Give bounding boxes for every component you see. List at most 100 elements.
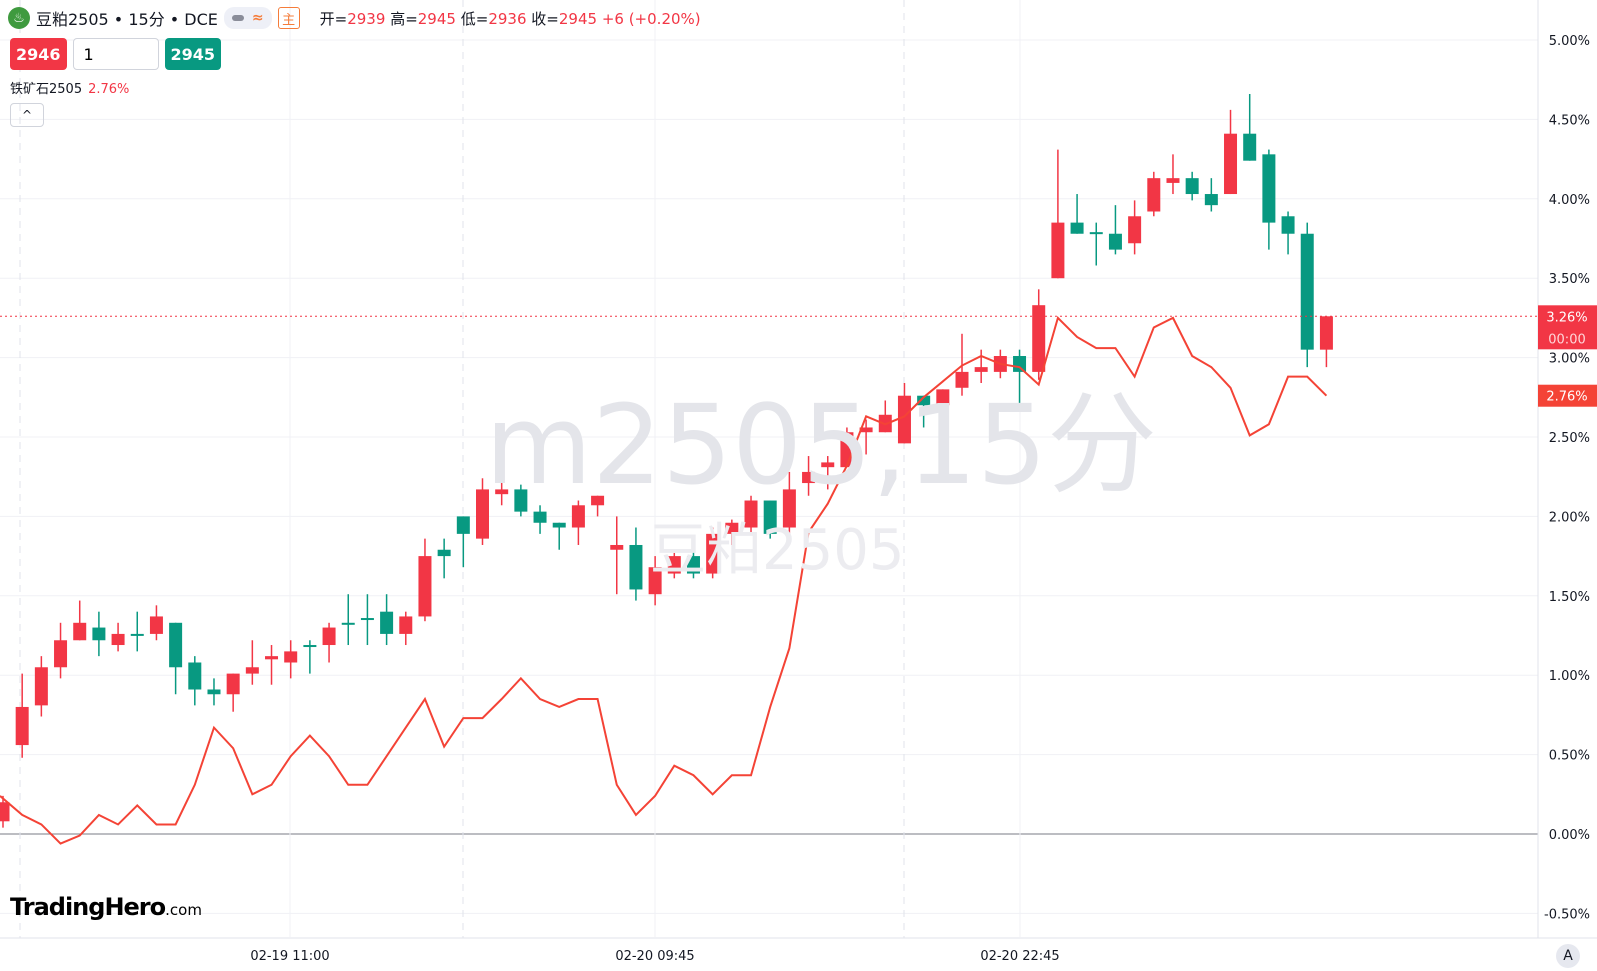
- candle-body: [1243, 133, 1257, 161]
- candle-down: [1185, 171, 1199, 201]
- time-gridlines: [19, 0, 1021, 938]
- collapse-legend-button[interactable]: ^: [10, 103, 44, 127]
- candle-up: [34, 656, 48, 717]
- last-price-badge: [1538, 305, 1597, 350]
- candle-body: [1070, 222, 1084, 234]
- candle-body: [782, 489, 796, 528]
- candle-body: [92, 627, 106, 641]
- symbol-title[interactable]: 豆粕2505 • 15分 • DCE: [36, 10, 218, 29]
- y-axis: 5.00% 4.50% 4.00% 3.50% 3.00% 2.50% 2.00% 1.50%…: [1544, 34, 1590, 922]
- candle-down: [1013, 349, 1027, 406]
- candle-down: [1243, 93, 1257, 161]
- candle-body: [0, 802, 10, 822]
- candle-up: [648, 556, 662, 606]
- minus-icon: [231, 15, 244, 21]
- candle-up: [284, 640, 298, 679]
- candle-body: [380, 611, 394, 634]
- candle-body: [1013, 356, 1027, 372]
- wave-icon: ≈: [251, 10, 264, 26]
- candle-up: [15, 673, 29, 758]
- y-tick-label: 4.00%: [1549, 193, 1590, 208]
- candle-body: [34, 667, 48, 706]
- y-tick-label: 3.00%: [1549, 352, 1590, 367]
- buy-button[interactable]: 2945: [164, 38, 222, 70]
- low-value: 2936: [488, 9, 527, 28]
- candle-body: [514, 489, 528, 512]
- compare-line: [0, 315, 1328, 845]
- candle-down: [169, 622, 183, 695]
- candle-up: [744, 495, 758, 534]
- candle-body: [821, 462, 835, 468]
- candle-body: [1281, 216, 1295, 234]
- candle-down: [1108, 205, 1122, 255]
- candle-body: [974, 367, 988, 372]
- chart-header: ♨ 豆粕2505 • 15分 • DCE ≈ 主 开=2939 高=2945 低…: [8, 6, 701, 30]
- change-value: +6 (+0.20%): [601, 9, 701, 28]
- candle-down: [533, 505, 547, 534]
- y-tick-label: 1.50%: [1549, 590, 1590, 605]
- candle-up: [591, 495, 605, 517]
- candle-up: [897, 383, 911, 444]
- compare-symbol: 铁矿石2505: [10, 82, 83, 97]
- candle-down: [763, 500, 777, 539]
- candle-body: [207, 689, 221, 695]
- candle-up: [1147, 171, 1161, 217]
- candle-body: [1185, 178, 1199, 195]
- quantity-input[interactable]: [72, 38, 159, 70]
- candle-body: [418, 556, 432, 617]
- candle-up: [1319, 316, 1333, 368]
- y-tick-label: 2.50%: [1549, 431, 1590, 446]
- candle-up: [725, 519, 739, 545]
- auto-scale-button[interactable]: A: [1556, 944, 1580, 968]
- candle-down: [629, 527, 643, 601]
- candle-up: [782, 471, 796, 539]
- candle-body: [456, 516, 470, 534]
- candle-body: [1319, 316, 1333, 350]
- candle-up: [936, 389, 950, 412]
- candle-body: [763, 500, 777, 534]
- candle-body: [533, 511, 547, 523]
- candle-up: [859, 419, 873, 455]
- candle-down: [380, 594, 394, 646]
- high-value: 2945: [417, 9, 456, 28]
- candle-up: [706, 527, 720, 579]
- candle-body: [725, 522, 739, 534]
- candle-down: [514, 484, 528, 517]
- candle-body: [169, 622, 183, 668]
- candle-body: [667, 556, 681, 574]
- candle-down: [188, 656, 202, 706]
- candle-down: [303, 640, 317, 674]
- candle-body: [226, 673, 240, 695]
- candle-down: [1281, 211, 1295, 255]
- candle-up: [1166, 154, 1180, 195]
- compare-price-badge: [1538, 384, 1597, 407]
- candle-body: [1262, 154, 1276, 223]
- candle-down: [1204, 178, 1218, 212]
- compare-legend[interactable]: 铁矿石2505 2.76%: [10, 78, 129, 97]
- candle-up: [245, 640, 259, 685]
- candle-body: [686, 556, 700, 574]
- candle-up: [149, 605, 163, 641]
- candle-body: [322, 627, 336, 646]
- candle-body: [54, 640, 68, 668]
- candle-up: [667, 552, 681, 579]
- sell-button[interactable]: 2946: [10, 38, 67, 70]
- x-axis: 02-19 11:00 02-20 09:45 02-20 22:45: [250, 949, 1059, 964]
- candle-body: [1108, 233, 1122, 250]
- soybean-leaf-icon: ♨: [8, 7, 30, 29]
- compare-value: 2.76%: [88, 82, 130, 97]
- candle-body: [495, 489, 509, 495]
- main-contract-badge[interactable]: 主: [277, 7, 300, 29]
- candle-body: [629, 544, 643, 590]
- candle-down: [130, 611, 144, 652]
- bar-countdown-label: 00:00: [1548, 332, 1585, 347]
- chevron-up-icon: ^: [21, 108, 33, 122]
- axis-price-labels: 3.26% 00:00 2.76%: [0, 305, 1597, 407]
- candle-body: [1147, 178, 1161, 212]
- candle-up: [111, 622, 125, 652]
- candle-down: [341, 594, 355, 646]
- chart-style-toggle[interactable]: ≈: [223, 7, 272, 29]
- candle-body: [284, 651, 298, 663]
- candle-body: [648, 567, 662, 595]
